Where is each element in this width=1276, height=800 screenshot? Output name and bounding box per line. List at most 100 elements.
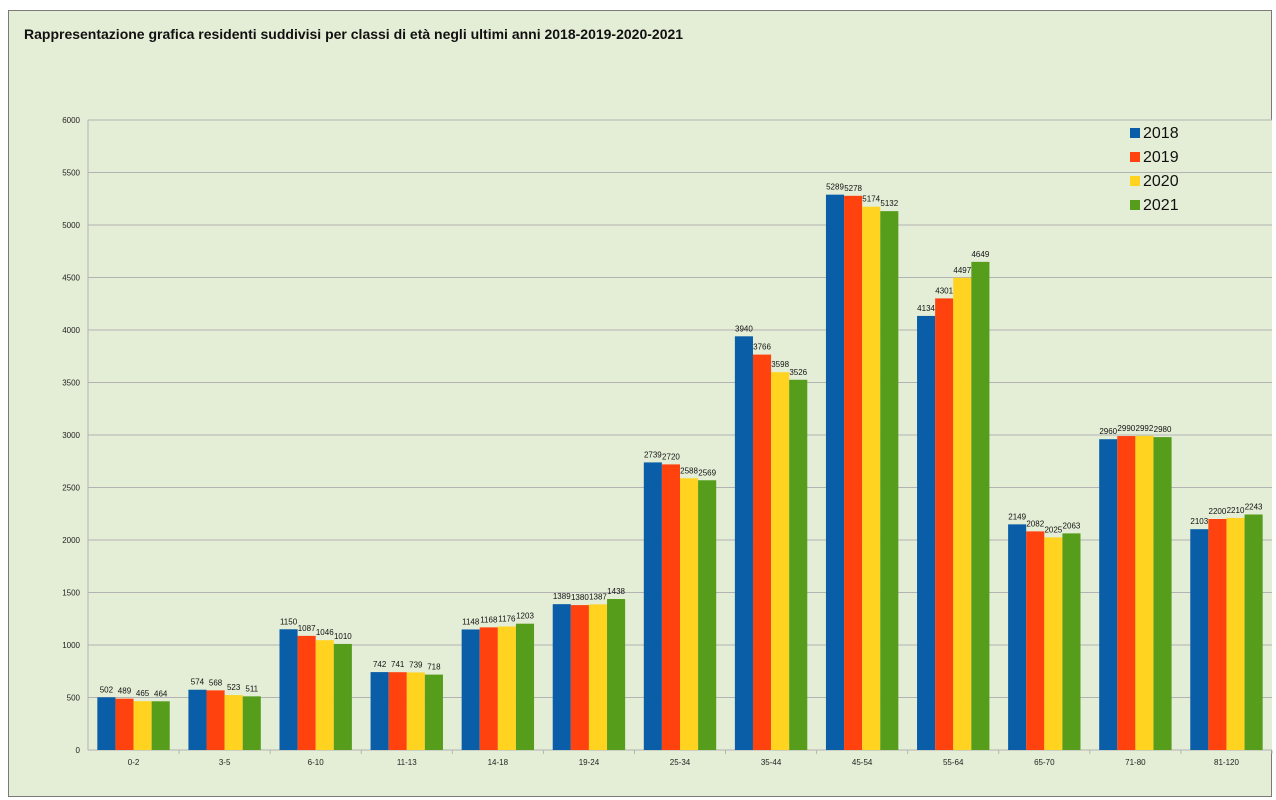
- bar-2021-25-34: [698, 480, 716, 750]
- data-label: 2025: [1044, 525, 1062, 534]
- bar-2020-19-24: [589, 604, 607, 750]
- x-tick-label: 55-64: [943, 758, 964, 767]
- x-tick-label: 19-24: [579, 758, 600, 767]
- data-label: 1010: [334, 632, 352, 641]
- bar-2019-0-2: [115, 699, 133, 750]
- legend-label: 2020: [1143, 173, 1179, 190]
- bar-2018-0-2: [97, 697, 115, 750]
- data-label: 1389: [553, 592, 571, 601]
- data-label: 2960: [1099, 427, 1117, 436]
- bar-2020-14-18: [498, 627, 516, 750]
- y-tick-label: 1500: [62, 589, 80, 598]
- bar-2019-81-120: [1208, 519, 1226, 750]
- data-label: 4134: [917, 304, 935, 313]
- legend-swatch-2020: [1130, 176, 1140, 186]
- y-tick-label: 1000: [62, 641, 80, 650]
- data-label: 2720: [662, 452, 680, 461]
- bar-2021-14-18: [516, 624, 534, 750]
- bar-2020-81-120: [1226, 518, 1244, 750]
- data-label: 5132: [880, 199, 898, 208]
- bar-2021-71-80: [1153, 437, 1171, 750]
- x-tick-label: 45-54: [852, 758, 873, 767]
- legend-label: 2018: [1143, 125, 1179, 142]
- bar-2021-19-24: [607, 599, 625, 750]
- bar-2020-11-13: [407, 672, 425, 750]
- bar-2020-71-80: [1135, 436, 1153, 750]
- bar-2020-3-5: [225, 695, 243, 750]
- data-label: 1438: [607, 587, 625, 596]
- data-label: 574: [191, 678, 205, 687]
- bar-2018-25-34: [644, 462, 662, 750]
- bar-2021-0-2: [152, 701, 170, 750]
- data-label: 489: [118, 687, 132, 696]
- data-label: 1046: [316, 628, 334, 637]
- bar-2020-35-44: [771, 372, 789, 750]
- data-label: 568: [209, 678, 223, 687]
- data-label: 1148: [462, 617, 480, 626]
- data-label: 5174: [862, 195, 880, 204]
- x-tick-label: 35-44: [761, 758, 782, 767]
- data-label: 741: [391, 660, 405, 669]
- y-tick-label: 4000: [62, 326, 80, 335]
- data-label: 511: [245, 684, 258, 693]
- bar-2018-19-24: [553, 604, 571, 750]
- data-label: 2739: [644, 450, 662, 459]
- x-tick-label: 6-10: [308, 758, 325, 767]
- bar-2021-11-13: [425, 675, 443, 750]
- data-label: 1380: [571, 593, 589, 602]
- y-tick-label: 5000: [62, 221, 80, 230]
- bar-2019-55-64: [935, 298, 953, 750]
- bar-2019-65-70: [1026, 531, 1044, 750]
- legend-label: 2021: [1143, 197, 1179, 214]
- legend-swatch-2021: [1130, 200, 1140, 210]
- data-label: 2103: [1190, 517, 1208, 526]
- data-label: 718: [427, 663, 441, 672]
- data-label: 2990: [1117, 424, 1135, 433]
- x-tick-label: 65-70: [1034, 758, 1055, 767]
- bar-2019-14-18: [480, 627, 498, 750]
- data-label: 2200: [1209, 507, 1227, 516]
- data-label: 464: [154, 689, 168, 698]
- bar-2018-35-44: [735, 336, 753, 750]
- x-tick-label: 25-34: [670, 758, 691, 767]
- x-tick-label: 11-13: [397, 758, 417, 767]
- x-tick-label: 71-80: [1125, 758, 1146, 767]
- y-tick-label: 4500: [62, 274, 80, 283]
- data-label: 1168: [480, 615, 498, 624]
- bar-2021-55-64: [971, 262, 989, 750]
- bar-2018-71-80: [1099, 439, 1117, 750]
- legend-label: 2019: [1143, 149, 1179, 166]
- bar-2019-6-10: [298, 636, 316, 750]
- data-label: 5289: [826, 183, 844, 192]
- bar-2018-55-64: [917, 316, 935, 750]
- bar-2018-45-54: [826, 195, 844, 750]
- bar-2018-3-5: [188, 690, 206, 750]
- x-tick-label: 0-2: [128, 758, 140, 767]
- legend-swatch-2018: [1130, 128, 1140, 138]
- data-label: 3526: [789, 368, 807, 377]
- x-tick-label: 81-120: [1214, 758, 1239, 767]
- data-label: 2992: [1136, 424, 1154, 433]
- y-tick-label: 3500: [62, 379, 80, 388]
- data-label: 2588: [680, 466, 698, 475]
- bar-2021-6-10: [334, 644, 352, 750]
- data-label: 3766: [753, 343, 771, 352]
- bar-2021-65-70: [1062, 533, 1080, 750]
- bar-2020-0-2: [134, 701, 152, 750]
- y-tick-label: 3000: [62, 431, 80, 440]
- bar-2018-81-120: [1190, 529, 1208, 750]
- bar-2020-65-70: [1044, 537, 1062, 750]
- data-label: 1203: [516, 612, 534, 621]
- data-label: 2063: [1063, 521, 1081, 530]
- data-label: 5278: [844, 184, 862, 193]
- data-label: 1087: [298, 624, 316, 633]
- data-label: 2980: [1154, 425, 1172, 434]
- data-label: 2082: [1026, 519, 1044, 528]
- data-label: 2149: [1008, 512, 1026, 521]
- bar-2019-11-13: [389, 672, 407, 750]
- data-label: 2210: [1227, 506, 1245, 515]
- data-label: 1387: [589, 592, 607, 601]
- y-tick-label: 2000: [62, 536, 80, 545]
- data-label: 2243: [1245, 502, 1263, 511]
